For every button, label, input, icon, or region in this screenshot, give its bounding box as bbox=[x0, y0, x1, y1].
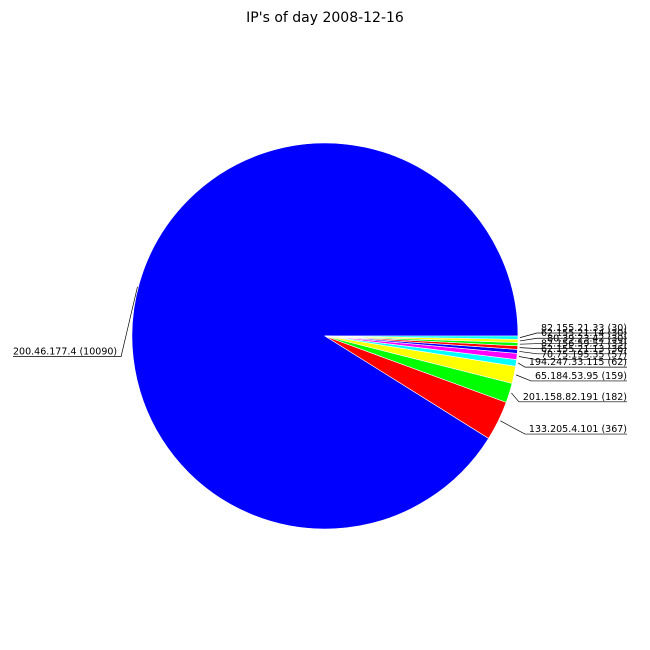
leader-line bbox=[518, 356, 627, 361]
leader-line bbox=[519, 343, 627, 345]
leader-line bbox=[519, 337, 627, 342]
slice-label: 201.158.82.191 (182) bbox=[523, 392, 627, 403]
pie-slices bbox=[131, 142, 519, 530]
leader-line bbox=[517, 362, 627, 368]
slice-label: 62.155.21.14 (30) bbox=[541, 328, 627, 339]
chart-title: IP's of day 2008-12-16 bbox=[246, 10, 404, 26]
slice-label: 80.39.23.42 (30) bbox=[547, 333, 627, 344]
slice-label: 65.184.53.95 (159) bbox=[535, 371, 627, 382]
leader-line bbox=[515, 374, 627, 382]
slice-label: 200.46.177.4 (10090) bbox=[13, 346, 117, 357]
label-leader-lines bbox=[13, 286, 627, 435]
leader-line bbox=[519, 351, 627, 355]
leader-line bbox=[519, 347, 627, 349]
slice-label: 133.205.4.101 (367) bbox=[529, 424, 627, 435]
slice-labels: 133.205.4.101 (367) 201.158.82.191 (182) 6… bbox=[13, 323, 627, 435]
leader-line bbox=[500, 420, 627, 435]
slice-label: 82.156.59.57 (33) bbox=[541, 339, 627, 350]
pie-slice bbox=[324, 335, 519, 340]
slice-label: 70.75.195.35 (57) bbox=[541, 350, 627, 361]
slice-label: 194.247.33.115 (62) bbox=[529, 357, 627, 368]
leader-line bbox=[13, 286, 138, 357]
slice-label: 62.155.21.13 (36) bbox=[541, 344, 627, 355]
slice-label: 82.155.21.33 (30) bbox=[541, 323, 627, 334]
leader-line bbox=[519, 332, 627, 338]
leader-line bbox=[511, 392, 627, 403]
